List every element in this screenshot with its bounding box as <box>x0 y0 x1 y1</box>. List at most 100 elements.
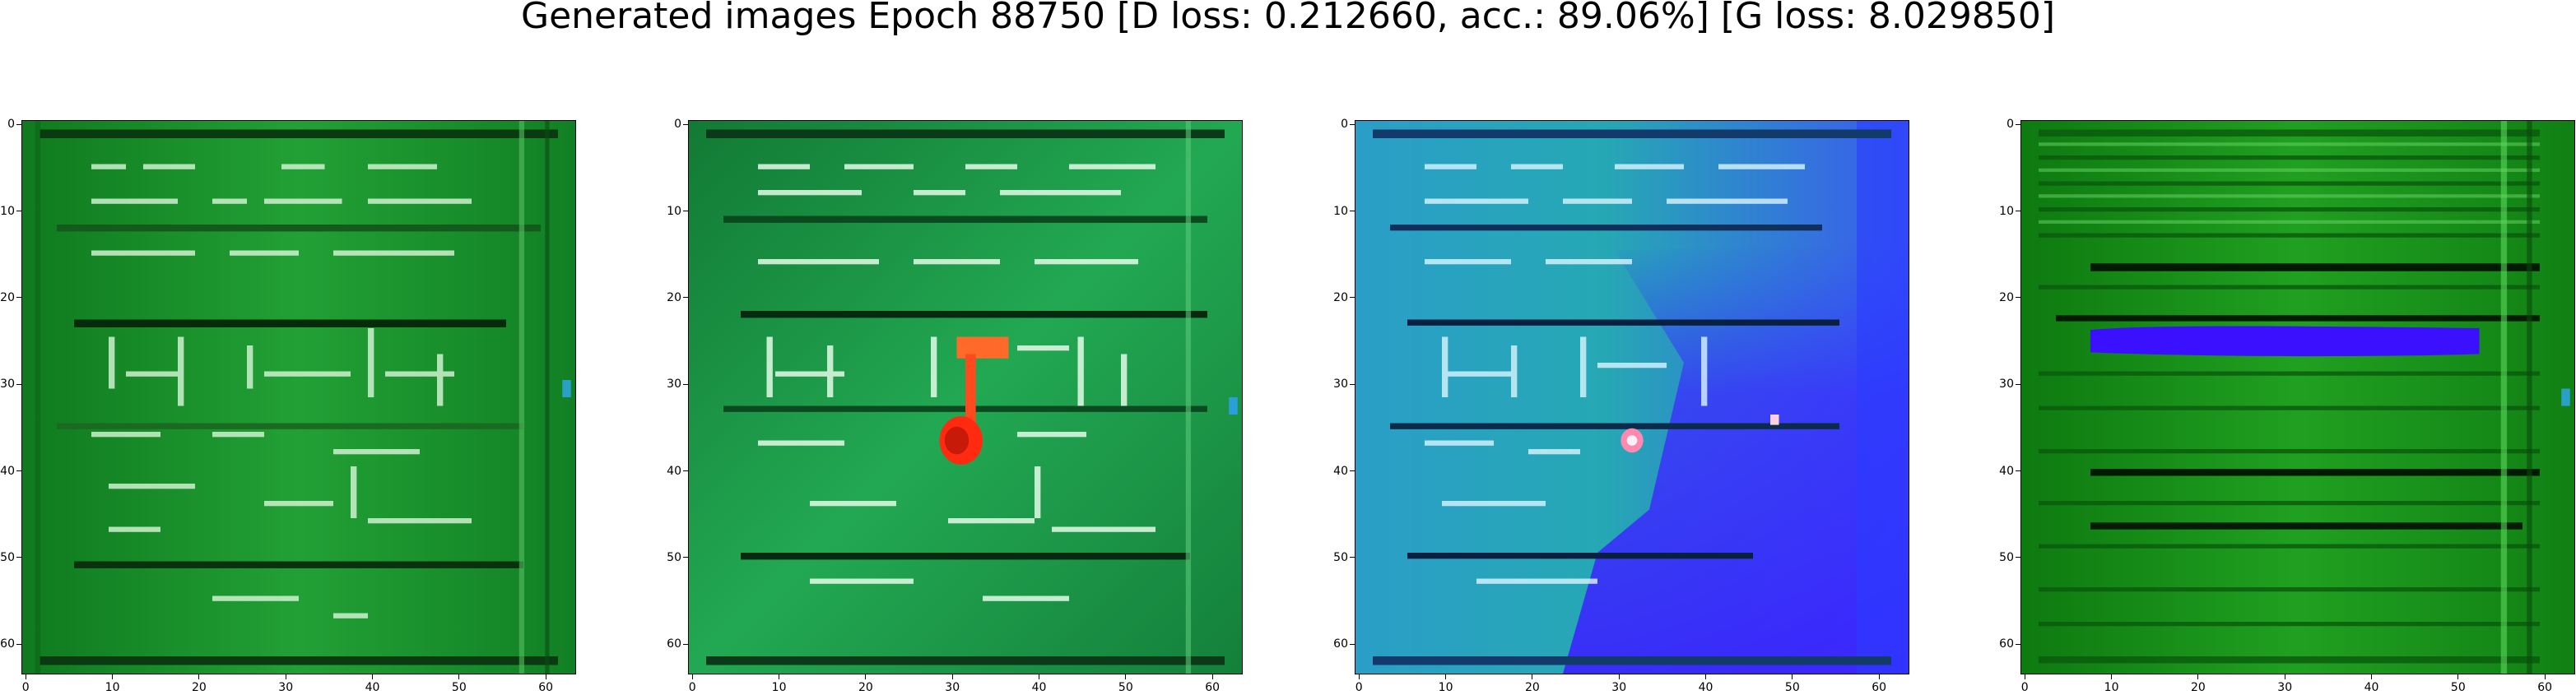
x-tick-label: 20 <box>1524 681 1540 694</box>
x-tick-label: 60 <box>1872 681 1887 694</box>
y-tick-label: 0 <box>2006 118 2014 132</box>
x-tick-label: 30 <box>2277 681 2293 694</box>
y-tick-label: 50 <box>1333 550 1348 564</box>
y-tick-label: 30 <box>0 378 15 392</box>
x-tick-label: 10 <box>2104 681 2119 694</box>
x-tick-label: 10 <box>771 681 787 694</box>
x-tick-mark <box>372 674 374 679</box>
x-tick-mark <box>1618 674 1620 679</box>
x-tick-label: 0 <box>688 681 696 694</box>
generated-image-panel-4 <box>2020 120 2575 674</box>
x-tick-mark <box>1358 674 1360 679</box>
y-tick-label: 50 <box>0 550 15 564</box>
x-tick-label: 20 <box>858 681 873 694</box>
y-tick-mark <box>1350 123 1355 125</box>
x-tick-label: 30 <box>1611 681 1627 694</box>
y-tick-label: 50 <box>1999 550 2014 564</box>
x-tick-mark <box>198 674 200 679</box>
y-tick-mark <box>16 297 21 299</box>
x-tick-label: 0 <box>1355 681 1363 694</box>
x-tick-mark <box>1125 674 1127 679</box>
y-tick-mark <box>2016 470 2020 472</box>
y-tick-mark <box>2016 383 2020 385</box>
generated-image-4 <box>2021 121 2574 674</box>
y-tick-label: 40 <box>1333 464 1348 478</box>
y-tick-label: 10 <box>1333 204 1348 218</box>
y-tick-mark <box>683 557 688 558</box>
y-tick-mark <box>16 470 21 472</box>
x-tick-label: 60 <box>1205 681 1221 694</box>
x-tick-label: 40 <box>2364 681 2379 694</box>
y-tick-mark <box>1350 643 1355 645</box>
x-tick-label: 0 <box>21 681 30 694</box>
x-tick-mark <box>112 674 114 679</box>
figure-title: Generated images Epoch 88750 [D loss: 0.… <box>520 0 2056 37</box>
y-tick-mark <box>1350 297 1355 299</box>
y-tick-label: 30 <box>1333 378 1348 392</box>
generated-image-3 <box>1355 121 1909 674</box>
x-tick-mark <box>2111 674 2113 679</box>
x-tick-label: 40 <box>365 681 380 694</box>
generated-image-panel-1 <box>21 120 576 674</box>
x-tick-label: 50 <box>1118 681 1133 694</box>
y-tick-label: 10 <box>1999 204 2014 218</box>
y-tick-label: 0 <box>674 118 681 132</box>
x-tick-label: 50 <box>1784 681 1800 694</box>
y-tick-label: 60 <box>1999 637 2014 651</box>
x-tick-label: 20 <box>2190 681 2206 694</box>
x-tick-label: 30 <box>278 681 294 694</box>
x-tick-mark <box>865 674 867 679</box>
y-tick-label: 40 <box>1999 464 2014 478</box>
y-tick-label: 0 <box>7 118 15 132</box>
x-tick-mark <box>2457 674 2459 679</box>
generated-image-1 <box>22 121 575 674</box>
y-tick-label: 20 <box>0 290 15 304</box>
generated-image-panel-2 <box>688 120 1243 674</box>
x-tick-label: 40 <box>1698 681 1713 694</box>
x-tick-mark <box>951 674 953 679</box>
x-tick-mark <box>1878 674 1880 679</box>
x-tick-mark <box>2371 674 2373 679</box>
x-tick-label: 10 <box>1438 681 1453 694</box>
y-tick-mark <box>683 643 688 645</box>
x-tick-mark <box>691 674 693 679</box>
y-tick-label: 10 <box>0 204 15 218</box>
x-tick-label: 0 <box>2020 681 2029 694</box>
x-tick-label: 60 <box>2537 681 2553 694</box>
y-tick-mark <box>1350 470 1355 472</box>
y-tick-mark <box>16 557 21 558</box>
y-tick-label: 30 <box>1999 378 2014 392</box>
x-tick-mark <box>2197 674 2199 679</box>
y-tick-label: 0 <box>1341 118 1348 132</box>
y-tick-mark <box>2016 643 2020 645</box>
x-tick-mark <box>1705 674 1707 679</box>
generated-image-panel-3 <box>1355 120 1909 674</box>
x-tick-label: 40 <box>1031 681 1047 694</box>
y-tick-label: 40 <box>0 464 15 478</box>
y-tick-mark <box>16 643 21 645</box>
y-tick-label: 20 <box>667 290 681 304</box>
x-tick-label: 20 <box>191 681 207 694</box>
x-tick-label: 50 <box>451 681 467 694</box>
x-tick-label: 50 <box>2450 681 2466 694</box>
y-tick-label: 30 <box>667 378 681 392</box>
y-tick-mark <box>2016 297 2020 299</box>
y-tick-label: 50 <box>667 550 681 564</box>
x-tick-mark <box>458 674 460 679</box>
y-tick-mark <box>683 123 688 125</box>
generated-image-2 <box>689 121 1242 674</box>
y-tick-mark <box>16 123 21 125</box>
y-tick-mark <box>683 383 688 385</box>
y-tick-mark <box>2016 557 2020 558</box>
x-tick-mark <box>1211 674 1213 679</box>
x-tick-mark <box>2544 674 2546 679</box>
x-tick-label: 60 <box>538 681 554 694</box>
y-tick-mark <box>683 470 688 472</box>
x-tick-label: 30 <box>945 681 960 694</box>
y-tick-mark <box>1350 383 1355 385</box>
x-tick-mark <box>1445 674 1447 679</box>
y-tick-label: 60 <box>0 637 15 651</box>
x-tick-mark <box>1792 674 1793 679</box>
y-tick-label: 40 <box>667 464 681 478</box>
y-tick-mark <box>683 297 688 299</box>
